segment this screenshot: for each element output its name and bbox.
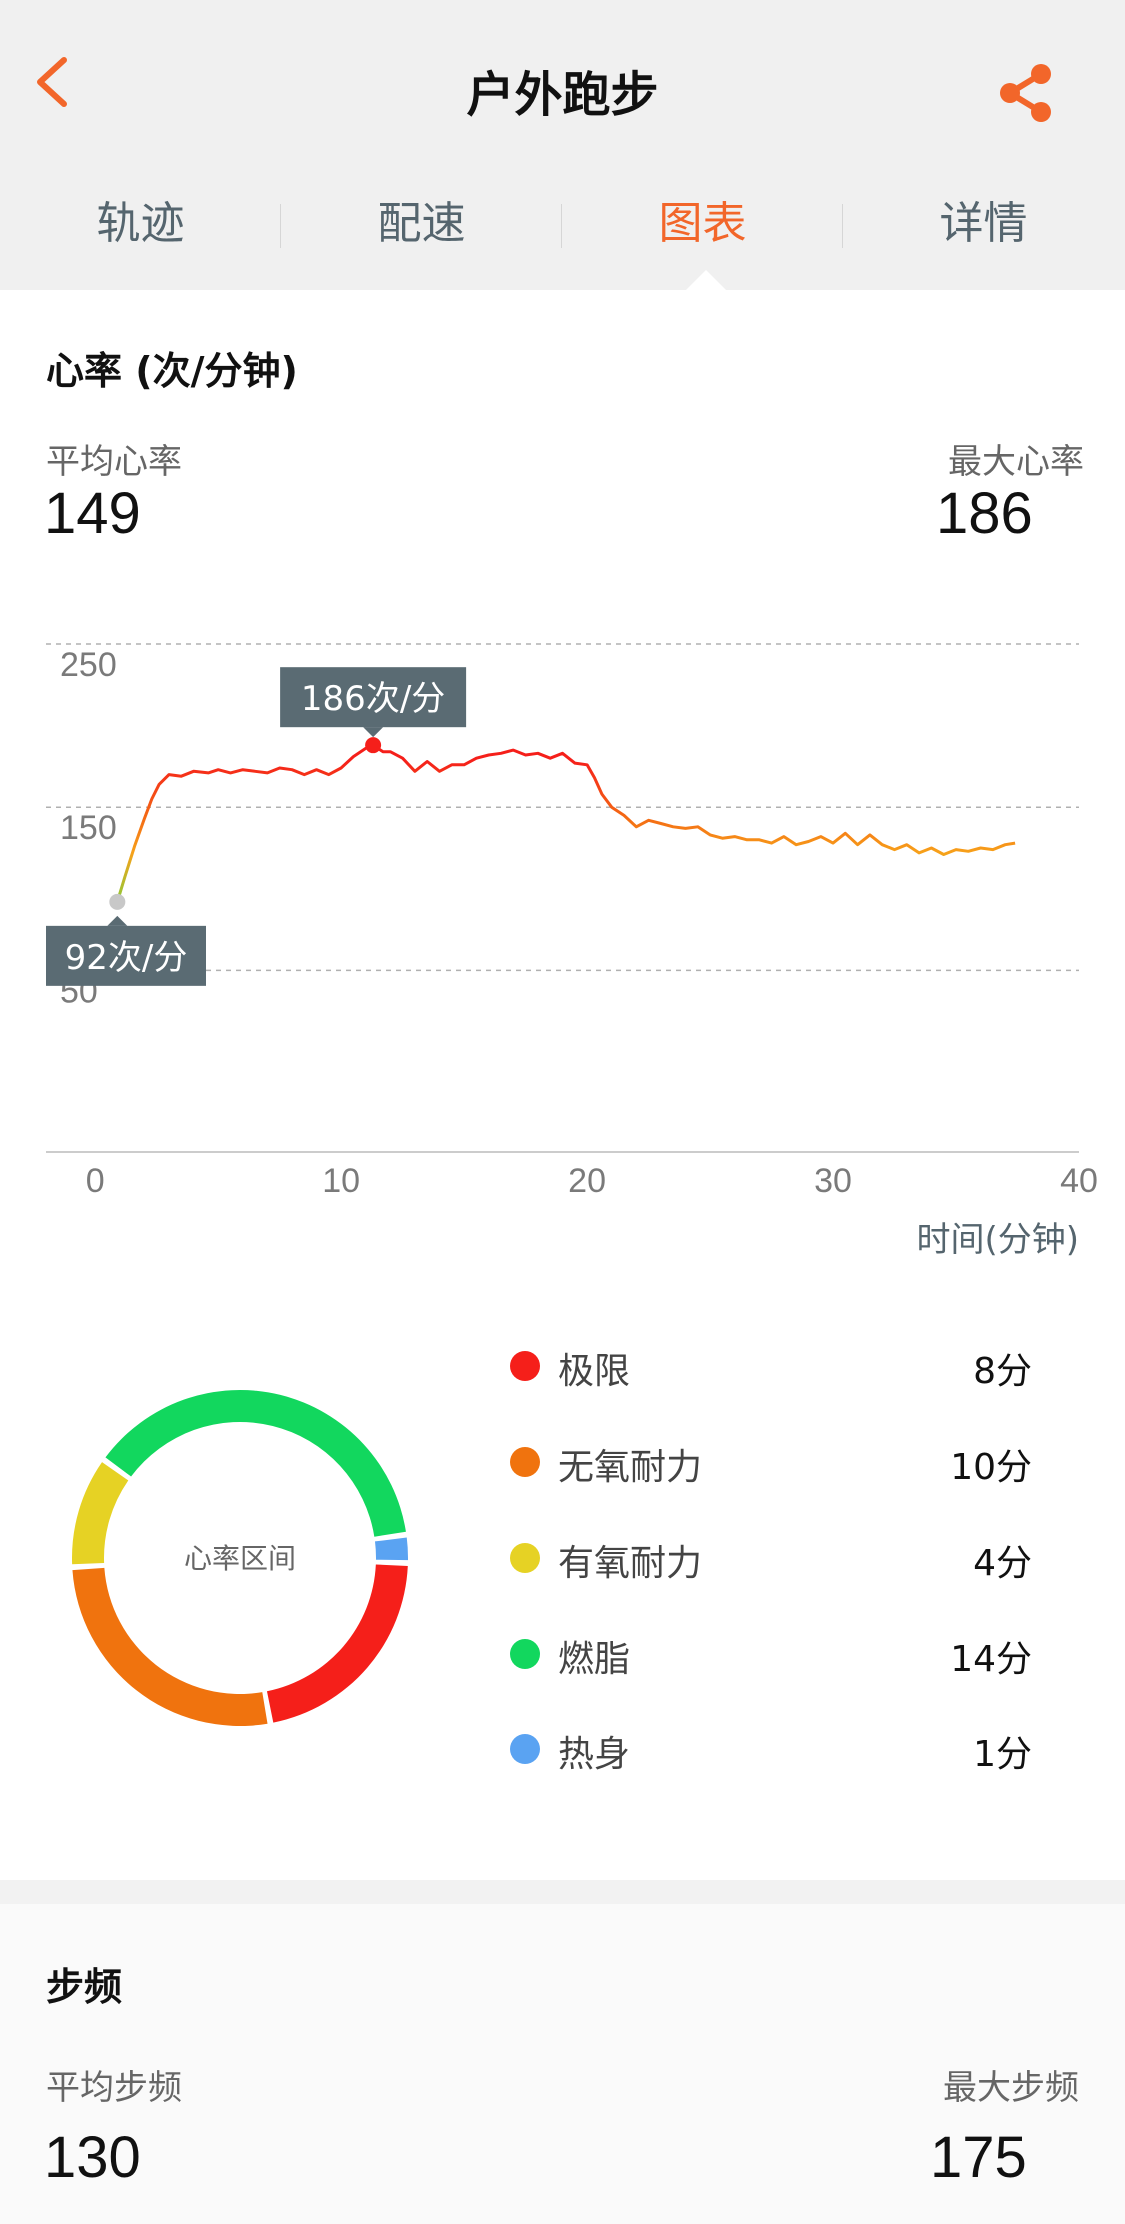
donut-slice	[266, 1564, 408, 1723]
x-tick-label: 20	[568, 1162, 606, 1200]
tab-divider	[842, 204, 843, 248]
zone-legend-row: 无氧耐力 10分	[0, 1432, 1125, 1492]
max-cadence-value: 175	[930, 2125, 1027, 2190]
app-header: 户外跑步	[0, 0, 1125, 184]
x-tick-label: 0	[86, 1162, 105, 1200]
zone-color-dot	[510, 1447, 540, 1477]
donut-slice	[105, 1390, 406, 1537]
zone-duration: 10分	[950, 1447, 1032, 1488]
zone-label: 热身	[558, 1734, 631, 1775]
zone-label: 有氧耐力	[558, 1543, 703, 1584]
heart-rate-series-line	[115, 743, 1016, 903]
annotation-box	[46, 925, 206, 986]
tab-details[interactable]: 详情	[939, 198, 1028, 249]
avg-heart-rate-value: 149	[44, 481, 141, 546]
share-button[interactable]	[996, 62, 1058, 124]
annotation-pointer	[363, 727, 384, 738]
cadence-title: 步频	[46, 1965, 123, 2009]
zone-color-dot	[510, 1734, 540, 1764]
annotation-pointer	[107, 915, 128, 926]
tab-divider	[561, 204, 562, 248]
zone-duration: 1分	[973, 1734, 1032, 1775]
active-tab-indicator	[686, 270, 726, 290]
zone-legend-row: 极限 8分	[0, 1336, 1125, 1396]
zone-legend-row: 有氧耐力 4分	[0, 1528, 1125, 1588]
y-tick-label: 250	[60, 646, 117, 684]
back-button[interactable]	[28, 52, 88, 112]
donut-center-label: 心率区间	[183, 1542, 296, 1575]
tab-track[interactable]: 轨迹	[96, 198, 185, 249]
zone-label: 无氧耐力	[558, 1447, 703, 1488]
annotation-dot	[109, 893, 126, 910]
zone-color-dot	[510, 1543, 540, 1573]
tab-charts[interactable]: 图表	[658, 198, 747, 249]
chevron-left-icon	[37, 57, 67, 107]
max-heart-rate-value: 186	[936, 481, 1033, 546]
share-icon	[1000, 64, 1051, 122]
zone-duration: 8分	[973, 1351, 1032, 1392]
annotation-dot	[365, 737, 382, 754]
zone-color-dot	[510, 1351, 540, 1381]
heart-rate-title: 心率 (次/分钟)	[46, 349, 298, 393]
heart-rate-zone-donut	[72, 1390, 408, 1726]
heart-rate-card	[0, 290, 1125, 1880]
tab-bar: 轨迹 配速 图表 详情	[0, 184, 1125, 290]
max-cadence-label: 最大步频	[943, 2068, 1079, 2108]
avg-heart-rate-label: 平均心率	[46, 442, 182, 482]
donut-slice	[72, 1567, 268, 1726]
annotation-box	[280, 667, 467, 728]
x-tick-label: 40	[1060, 1162, 1098, 1200]
y-tick-label: 150	[60, 809, 117, 847]
tab-pace[interactable]: 配速	[377, 198, 466, 249]
zone-label: 极限	[558, 1351, 631, 1392]
donut-slice	[374, 1537, 408, 1561]
zone-legend-row: 燃脂 14分	[0, 1624, 1125, 1684]
donut-slice	[72, 1462, 129, 1565]
zone-legend-row: 热身 1分	[0, 1719, 1125, 1779]
zone-color-dot	[510, 1639, 540, 1669]
max-heart-rate-label: 最大心率	[948, 442, 1084, 482]
zone-label: 燃脂	[558, 1639, 631, 1680]
x-tick-label: 10	[322, 1162, 360, 1200]
cadence-card	[0, 1904, 1125, 2224]
x-axis-title: 时间(分钟)	[916, 1220, 1079, 1260]
page-title: 户外跑步	[466, 67, 659, 123]
avg-cadence-label: 平均步频	[46, 2068, 182, 2108]
tab-divider	[280, 204, 281, 248]
zone-duration: 4分	[973, 1543, 1032, 1584]
annotation-label: 92次/分	[65, 938, 188, 978]
x-tick-label: 30	[814, 1162, 852, 1200]
annotation-label: 186次/分	[301, 679, 445, 719]
avg-cadence-value: 130	[44, 2125, 141, 2190]
zone-duration: 14分	[950, 1639, 1032, 1680]
